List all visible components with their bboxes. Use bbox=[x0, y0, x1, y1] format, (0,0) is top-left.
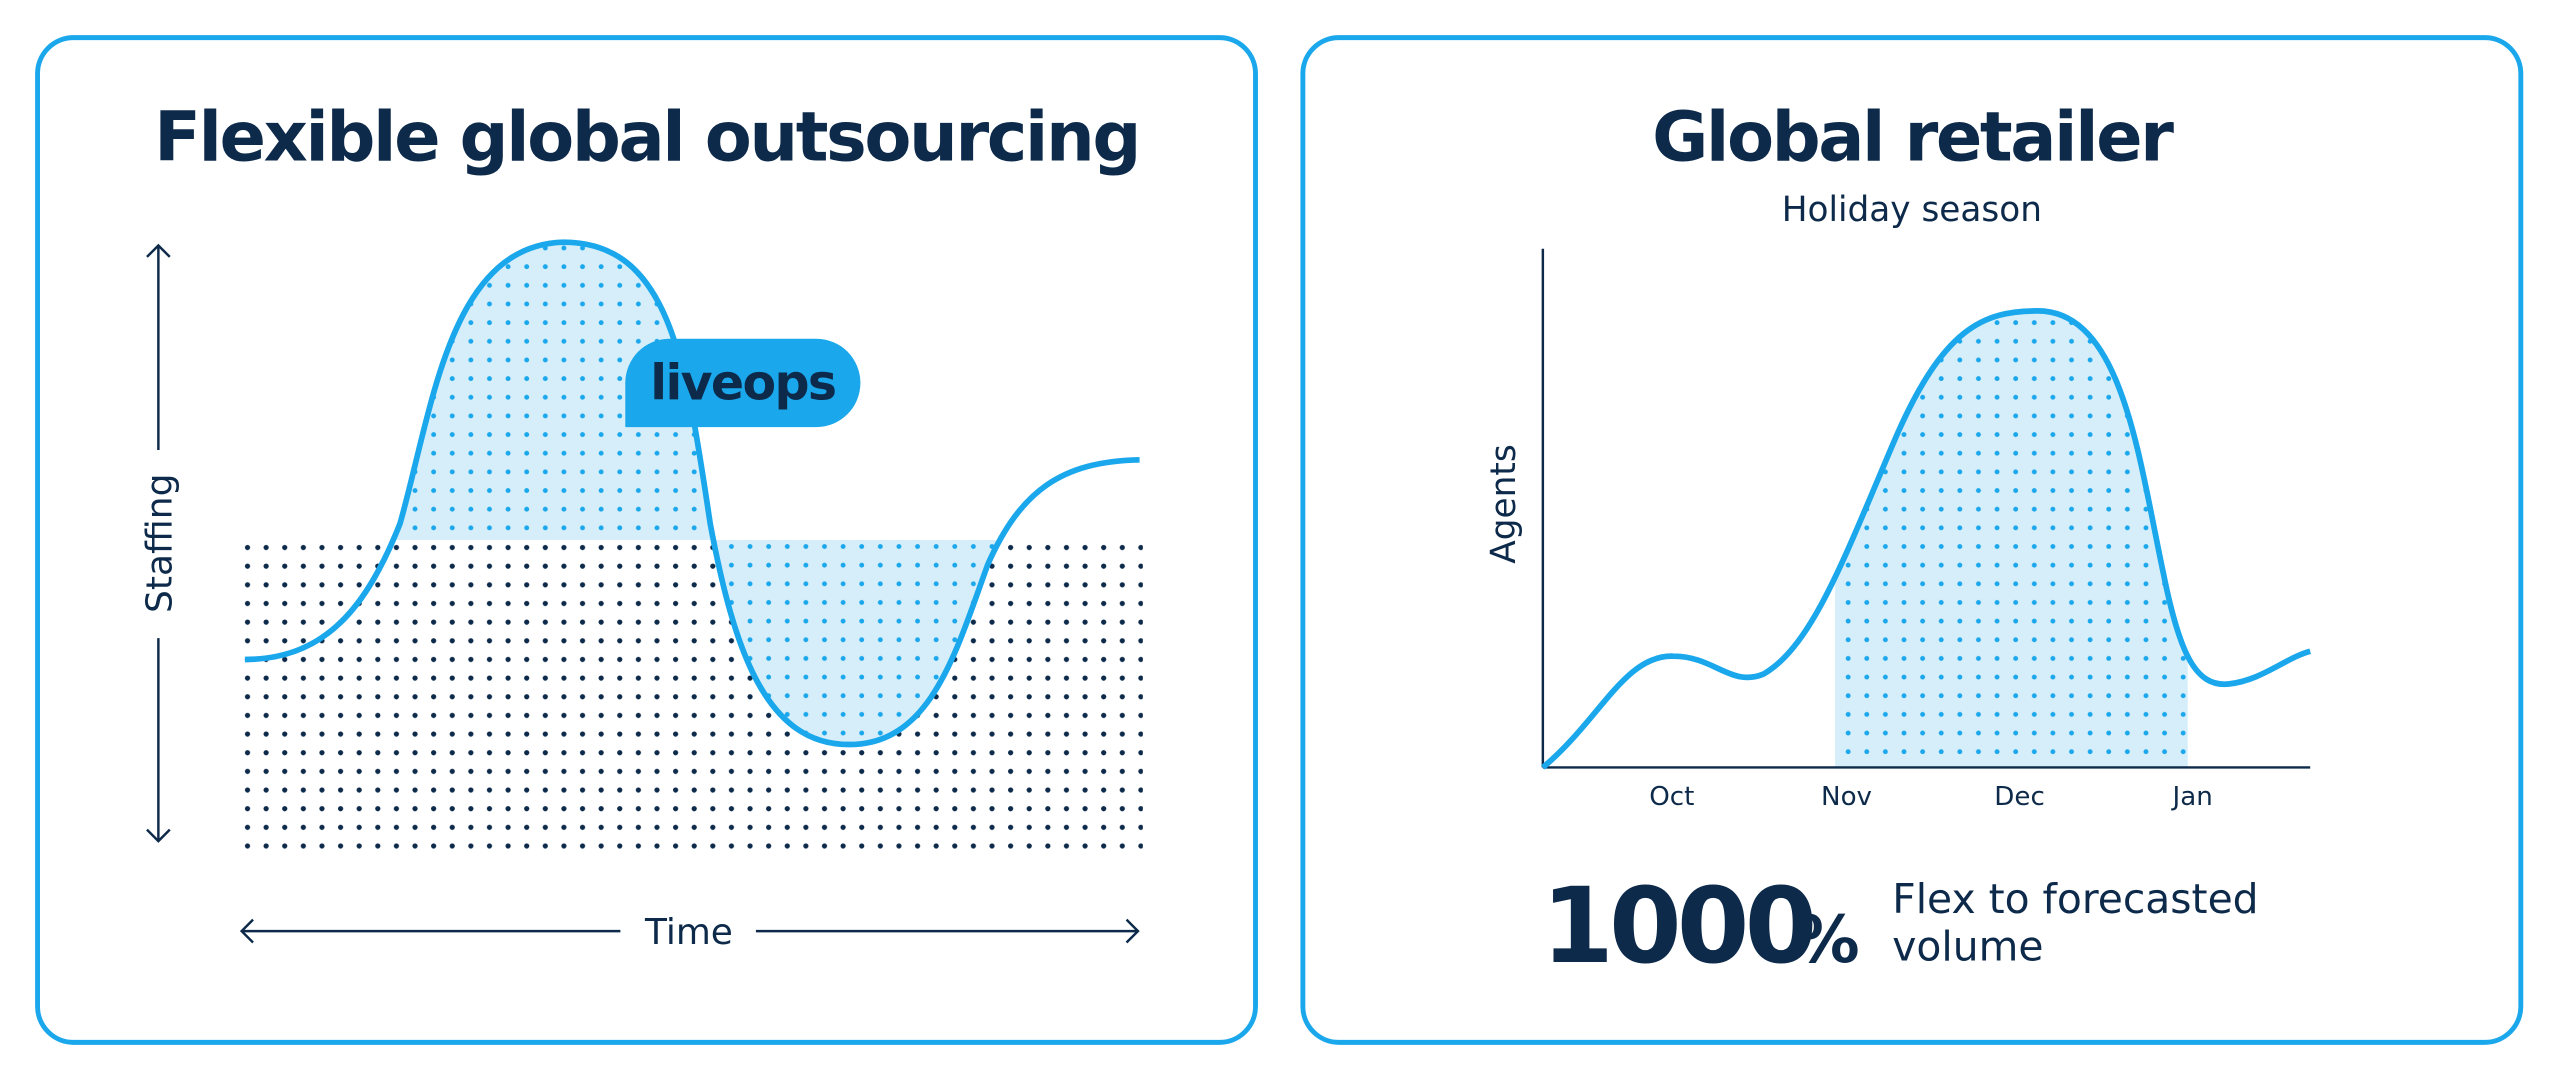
x-axis-label: Time bbox=[644, 912, 733, 953]
agents-curve bbox=[1541, 308, 2312, 770]
baseline-dots bbox=[241, 541, 1143, 850]
holiday-area bbox=[1835, 310, 2188, 768]
x-arrow bbox=[239, 918, 1140, 944]
y-axis-label: Staffing bbox=[139, 474, 180, 613]
badge bbox=[625, 338, 861, 428]
y-arrow bbox=[146, 243, 171, 843]
axes bbox=[1541, 248, 2311, 769]
panel-subtitle: Holiday season bbox=[1782, 190, 2042, 230]
stat-caption: volume bbox=[1892, 923, 2043, 971]
stat-number: 1000 bbox=[1541, 865, 1812, 987]
month-label: Dec bbox=[1994, 782, 2045, 812]
month-label: Jan bbox=[2171, 782, 2213, 812]
panel-title: Global retailer bbox=[1652, 97, 2174, 177]
stat-unit: % bbox=[1794, 902, 1859, 978]
y-axis-label: Agents bbox=[1484, 444, 1524, 564]
demand-curve bbox=[244, 239, 1140, 748]
panel-title: Flexible global outsourcing bbox=[154, 97, 1139, 177]
month-label: Nov bbox=[1821, 782, 1872, 812]
stat-caption: Flex to forecasted bbox=[1892, 875, 2258, 923]
month-label: Oct bbox=[1649, 782, 1694, 812]
badge-label: liveops bbox=[650, 353, 835, 411]
flex-area bbox=[244, 242, 1000, 745]
